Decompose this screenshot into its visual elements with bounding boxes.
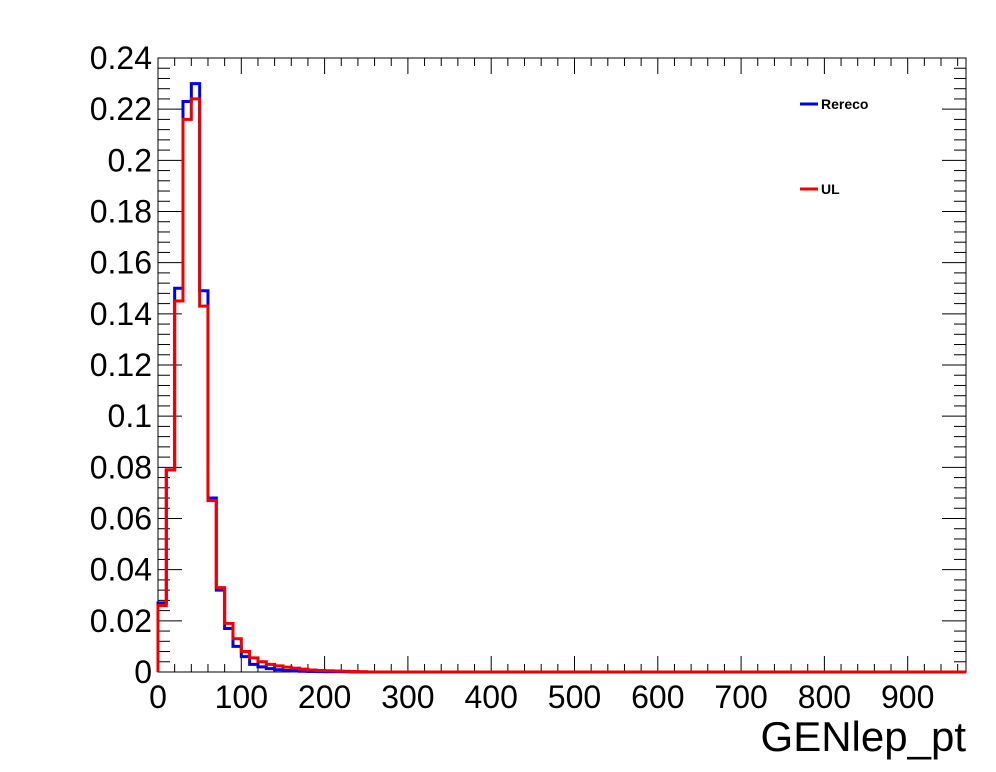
series-layer	[156, 82, 966, 674]
x-tick-label: 700	[714, 679, 767, 715]
y-tick-label: 0	[134, 654, 152, 690]
x-tick-label: 800	[798, 679, 851, 715]
y-tick-label: 0.24	[90, 40, 152, 76]
y-tick-label: 0.04	[90, 552, 152, 588]
axis-ticks	[157, 57, 966, 673]
y-tick-label: 0.18	[90, 194, 152, 230]
x-tick-labels: 0 100 200 300 400 500 600 700 800 900	[149, 679, 934, 715]
x-tick-label: 500	[548, 679, 601, 715]
y-tick-label: 0.12	[90, 347, 152, 383]
y-tick-label: 0.14	[90, 296, 152, 332]
y-tick-labels: 0 0.02 0.04 0.06 0.08 0.1 0.12 0.14 0.16 0.18 0.2 0…	[90, 40, 152, 690]
x-tick-label: 0	[149, 679, 167, 715]
x-tick-label: 400	[465, 679, 518, 715]
y-tick-label: 0.06	[90, 501, 152, 537]
series-ul-line	[156, 97, 966, 674]
x-tick-label: 600	[631, 679, 684, 715]
y-tick-label: 0.2	[108, 142, 152, 178]
series-rereco-line	[156, 82, 966, 674]
x-tick-label: 900	[881, 679, 934, 715]
legend: Rereco UL	[800, 96, 868, 197]
x-tick-label: 200	[298, 679, 351, 715]
x-tick-label: 300	[381, 679, 434, 715]
y-tick-label: 0.1	[108, 398, 152, 434]
plot-frame	[157, 57, 967, 673]
x-tick-label: 100	[215, 679, 268, 715]
y-tick-label: 0.22	[90, 91, 152, 127]
x-axis-title: GENlep_pt	[761, 713, 967, 760]
y-tick-label: 0.16	[90, 245, 152, 281]
y-tick-label: 0.08	[90, 449, 152, 485]
y-tick-label: 0.02	[90, 603, 152, 639]
legend-label-ul: UL	[821, 181, 840, 197]
legend-label-rereco: Rereco	[821, 96, 868, 112]
